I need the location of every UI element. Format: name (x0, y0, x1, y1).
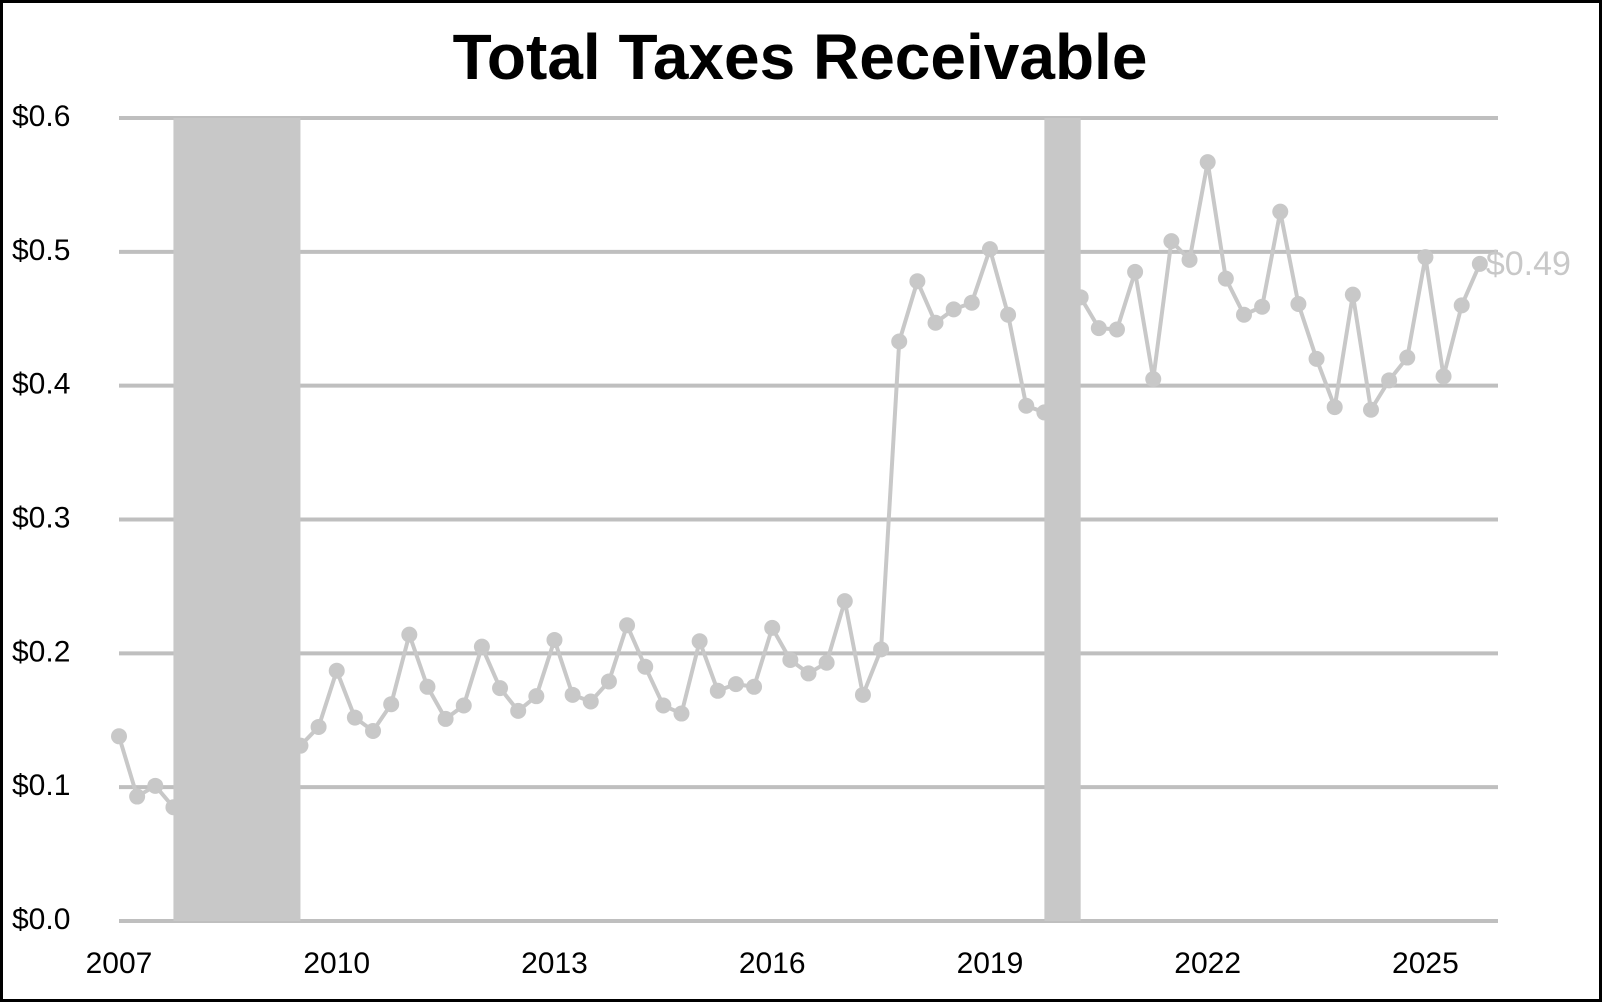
y-tick-label: $0.2 (12, 635, 70, 668)
data-point (727, 676, 744, 693)
x-tick-label: 2025 (1392, 947, 1459, 980)
data-point (619, 617, 636, 634)
chart-title: Total Taxes Receivable (453, 21, 1148, 93)
y-tick-label: $0.5 (12, 234, 70, 267)
data-point (1000, 306, 1017, 323)
y-tick-label: $0.6 (12, 100, 70, 133)
data-point (981, 241, 998, 258)
data-point (1108, 321, 1125, 338)
data-point (1217, 270, 1234, 287)
data-point (1453, 297, 1470, 314)
data-point (1018, 397, 1035, 414)
data-point (600, 673, 617, 690)
x-tick-label: 2010 (303, 947, 370, 980)
data-point (655, 697, 672, 714)
data-point (492, 680, 509, 697)
data-point (473, 638, 490, 655)
data-point (945, 301, 962, 318)
data-point (673, 705, 690, 722)
data-point (854, 686, 871, 703)
data-point (746, 678, 763, 695)
data-point (437, 710, 454, 727)
series-line (117, 161, 1482, 811)
data-point (111, 728, 127, 745)
data-point (1272, 203, 1289, 220)
data-point (800, 665, 817, 682)
data-point (1090, 320, 1107, 337)
data-point (637, 658, 654, 675)
data-label: $0.49 (1486, 245, 1571, 283)
data-point (1344, 286, 1361, 303)
data-point (1381, 372, 1398, 389)
data-point (1145, 370, 1162, 387)
data-point (1254, 298, 1271, 315)
x-tick-label: 2016 (739, 947, 806, 980)
data-point (528, 688, 545, 705)
data-point (365, 722, 382, 739)
data-point (383, 696, 400, 713)
data-point (1199, 154, 1216, 171)
data-point (1308, 350, 1325, 367)
data-point (818, 654, 835, 671)
data-point (455, 697, 472, 714)
data-point (764, 619, 781, 636)
data-point (1435, 368, 1452, 385)
data-point (1471, 255, 1488, 272)
data-point (891, 333, 908, 350)
y-tick-label: $0.1 (12, 769, 70, 802)
data-point (1235, 306, 1252, 323)
shaded-region (1044, 118, 1081, 921)
data-point (709, 682, 726, 699)
data-point (1127, 263, 1144, 280)
x-tick-label: 2007 (86, 947, 153, 980)
data-point (546, 631, 563, 648)
data-point (129, 788, 146, 805)
shaded-region (173, 118, 301, 921)
data-point (1362, 401, 1379, 418)
y-tick-label: $0.4 (12, 368, 70, 401)
data-point (836, 593, 853, 610)
data-point (564, 686, 581, 703)
data-point (401, 626, 418, 643)
data-point (1326, 399, 1343, 416)
x-tick-label: 2013 (521, 947, 588, 980)
x-tick-label: 2019 (957, 947, 1024, 980)
data-point (963, 294, 980, 311)
data-point (310, 718, 327, 735)
data-point (510, 702, 527, 719)
data-point (873, 641, 890, 658)
data-point (1290, 296, 1307, 313)
data-point (1399, 349, 1416, 366)
data-point (782, 652, 799, 669)
data-point (909, 273, 926, 290)
data-point (1181, 251, 1198, 268)
x-tick-label: 2022 (1174, 947, 1241, 980)
y-tick-label: $0.3 (12, 501, 70, 534)
data-point (328, 662, 345, 679)
data-point (927, 314, 944, 331)
data-point (691, 633, 708, 650)
data-point (419, 678, 436, 695)
data-point (1417, 249, 1434, 266)
data-point (147, 777, 164, 794)
y-tick-label: $0.0 (12, 903, 70, 936)
data-point (346, 709, 363, 726)
data-point (582, 693, 599, 710)
data-point (1163, 233, 1180, 250)
